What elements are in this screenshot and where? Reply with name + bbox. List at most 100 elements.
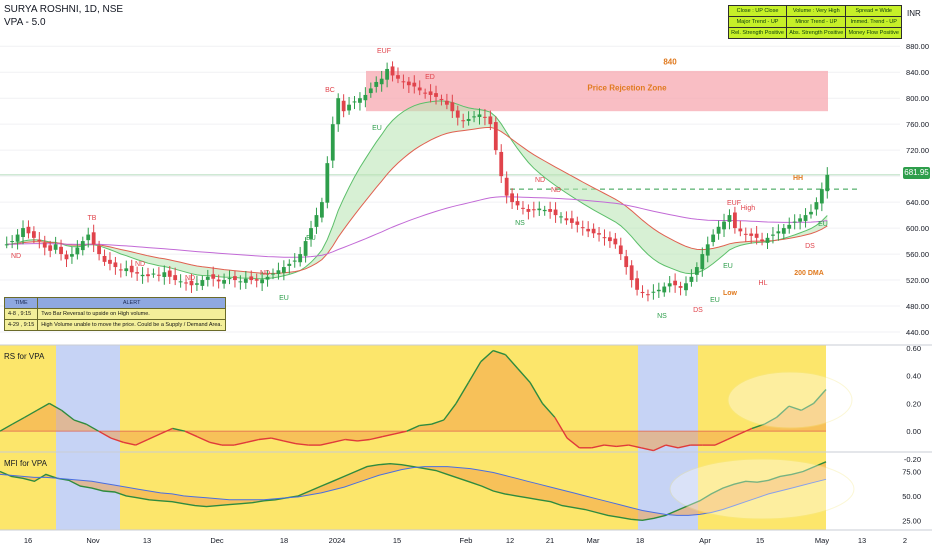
- candle-body: [368, 88, 373, 94]
- rs-tick-label: -0.20: [904, 455, 921, 464]
- candle-body: [564, 218, 569, 221]
- rs-line-segment: [419, 423, 432, 427]
- rs-line-segment: [234, 441, 247, 446]
- candle-body: [515, 201, 520, 206]
- candle-body: [608, 237, 612, 242]
- alert-header-alert: ALERT: [37, 297, 226, 309]
- candle-body: [624, 256, 629, 268]
- candle-body: [635, 278, 639, 290]
- candle-body: [135, 272, 140, 274]
- signal-label: EU: [818, 221, 828, 228]
- rs-line-segment: [492, 349, 506, 356]
- candle-body: [347, 104, 351, 111]
- rs-panel: RS for VPA: [0, 349, 853, 452]
- price-tick-label: 520.00: [906, 276, 929, 285]
- candle-body: [597, 233, 601, 235]
- rs-line-segment: [628, 444, 642, 449]
- alert-header-time: TIME: [3, 297, 39, 309]
- signal-label: EUF: [727, 200, 741, 207]
- rs-tick-label: 0.40: [906, 372, 921, 381]
- candle-body: [292, 260, 297, 262]
- candle-body: [455, 110, 460, 118]
- candle-body: [738, 228, 743, 232]
- rs-line-segment: [258, 437, 272, 441]
- rs-line-segment: [480, 350, 494, 363]
- candle-body: [493, 122, 498, 151]
- rs-line-segment: [394, 430, 407, 435]
- signal-label: DS: [805, 243, 815, 250]
- rs-line-segment: [788, 405, 802, 411]
- alert-text: High Volume unable to move the price. Co…: [37, 319, 226, 331]
- rs-line-segment: [283, 440, 297, 445]
- candle-body: [189, 280, 194, 286]
- ema-fast-line: [6, 100, 828, 280]
- status-cell: Immed. Trend - UP: [845, 16, 902, 28]
- signal-label: EU: [306, 235, 316, 242]
- rs-line-segment: [147, 433, 161, 441]
- candle-body: [406, 81, 411, 86]
- signal-label: EU: [723, 263, 733, 270]
- currency-label: INR: [907, 9, 921, 18]
- candle-body: [716, 226, 721, 234]
- candle-body: [656, 289, 661, 292]
- candle-body: [396, 75, 400, 79]
- rs-line-segment: [800, 402, 815, 411]
- price-tick-label: 840.00: [906, 68, 929, 77]
- candle-body: [146, 274, 150, 277]
- rs-line-segment: [813, 389, 827, 404]
- candle-body: [379, 78, 384, 85]
- candle-body: [325, 163, 330, 203]
- candle-body: [287, 263, 292, 266]
- candle-body: [162, 272, 167, 277]
- candle-body: [483, 116, 487, 118]
- candle-body: [48, 245, 53, 251]
- signal-label: High: [741, 205, 756, 212]
- rs-line-segment: [271, 437, 284, 442]
- candle-body: [743, 233, 748, 235]
- price-tick-label: 480.00: [906, 302, 929, 311]
- rs-line-segment: [0, 423, 13, 432]
- candle-body: [450, 102, 455, 112]
- candle-body: [374, 81, 379, 87]
- candle-body: [401, 81, 406, 83]
- candle-body: [510, 193, 515, 203]
- alert-time: 4-29 , 9:15: [3, 319, 39, 331]
- candle-body: [70, 254, 74, 257]
- mfi-highlight-ellipse: [669, 458, 855, 520]
- candle-body: [678, 286, 683, 288]
- price-tick-label: 640.00: [906, 198, 929, 207]
- candle-body: [526, 209, 531, 212]
- signal-label: ND: [185, 275, 195, 282]
- x-tick-label: 13: [143, 536, 151, 545]
- candle-body: [108, 259, 112, 264]
- rs-line-segment: [640, 447, 654, 452]
- x-tick-label: 18: [636, 536, 644, 545]
- candle-body: [542, 209, 547, 212]
- rs-line-segment: [160, 427, 173, 435]
- price-tick-label: 600.00: [906, 224, 929, 233]
- x-tick-label: 18: [280, 536, 288, 545]
- candle-body: [227, 278, 232, 280]
- candle-body: [80, 241, 85, 251]
- candle-body: [167, 270, 172, 277]
- candle-body: [434, 93, 438, 97]
- x-tick-label: Mar: [587, 536, 600, 545]
- candle-body: [760, 239, 764, 242]
- mfi-title: MFI for VPA: [4, 459, 48, 468]
- candle-body: [765, 237, 770, 243]
- candle-body: [10, 241, 15, 243]
- candle-body: [271, 273, 275, 275]
- candle-body: [640, 291, 645, 294]
- annotations: NDTBNDNDNDBCEUFEDEUEUEUNSNDNDNSDSEUFHigh…: [11, 48, 828, 320]
- candle-body: [787, 224, 792, 229]
- signal-label: ND: [135, 261, 145, 268]
- mfi-tick-label: 50.00: [902, 492, 921, 501]
- candle-body: [385, 68, 390, 80]
- candle-body: [472, 116, 476, 118]
- price-tick-label: 440.00: [906, 328, 929, 337]
- rs-line-segment: [369, 436, 383, 441]
- candle-body: [42, 242, 47, 248]
- candle-body: [352, 101, 357, 103]
- candle-body: [412, 82, 417, 87]
- level-label: 840: [663, 57, 677, 66]
